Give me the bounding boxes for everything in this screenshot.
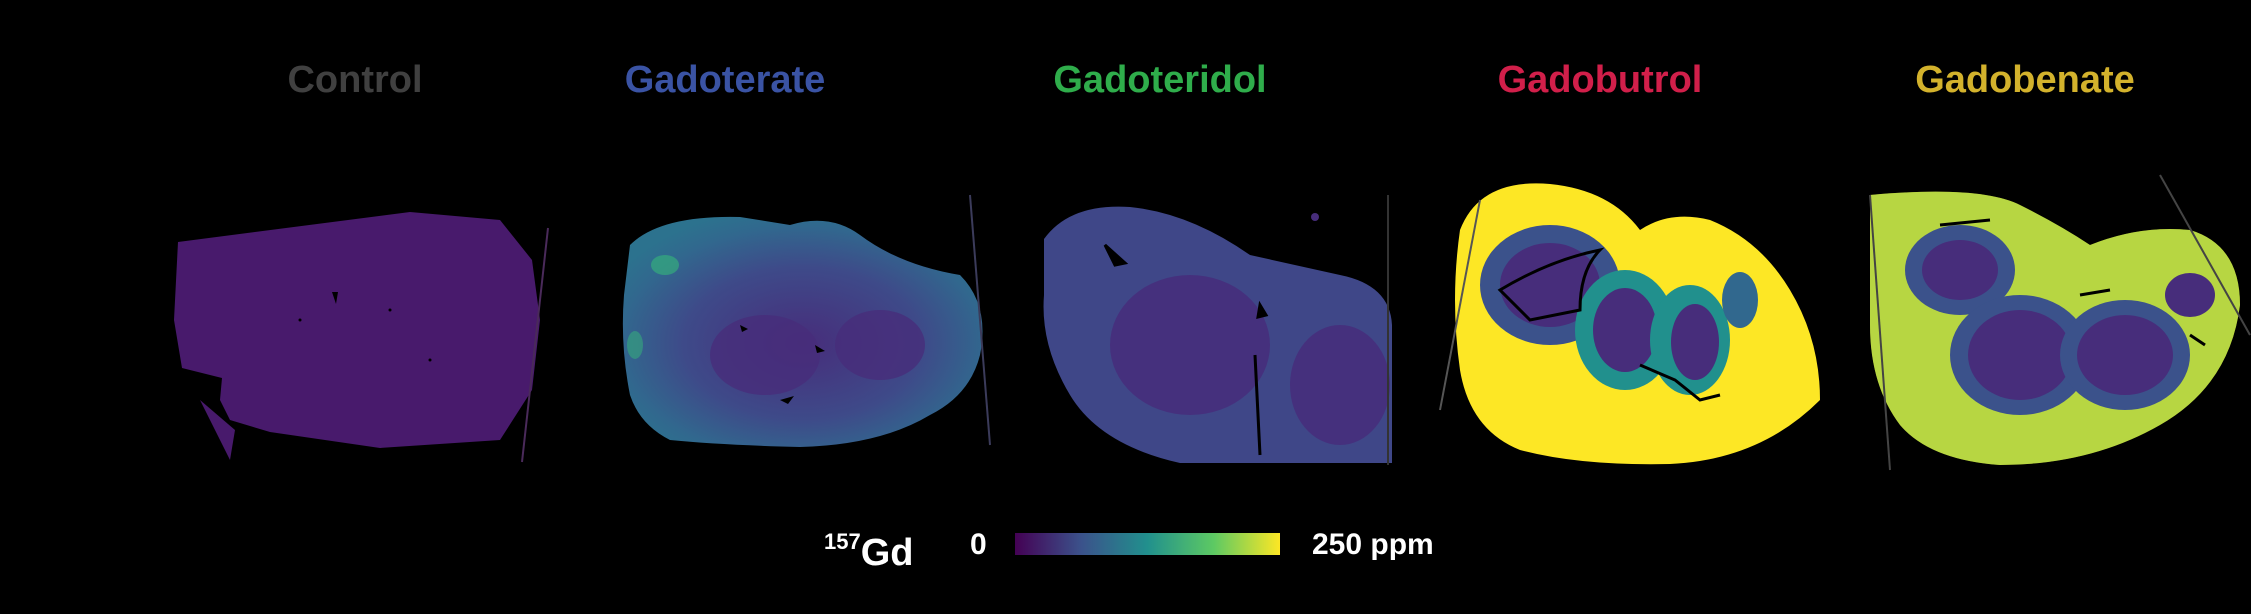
- tissue-map-gadoteridol: [1043, 195, 1392, 465]
- tissue-map-gadoterate: [622, 194, 991, 447]
- colorbar-max-label: 250 ppm: [1312, 528, 1434, 561]
- tissue-map-control: [174, 212, 549, 463]
- panel-title-gadoteridol: Gadoteridol: [1053, 59, 1267, 101]
- panel-title-control: Control: [287, 59, 423, 101]
- panel-title-gadobutrol: Gadobutrol: [1497, 59, 1703, 101]
- isotope-symbol: Gd: [860, 532, 914, 574]
- isotope-mass-number: 157: [824, 529, 861, 554]
- isotope-label: 157Gd: [824, 522, 914, 573]
- tissue-map-gadobutrol: [1439, 183, 1820, 465]
- panel-title-gadobenate: Gadobenate: [1915, 59, 2135, 101]
- colorbar-min-label: 0: [970, 528, 987, 561]
- tissue-map-gadobenate: [1869, 174, 2251, 471]
- panel-title-gadoterate: Gadoterate: [624, 59, 826, 101]
- colorbar: [1015, 533, 1280, 555]
